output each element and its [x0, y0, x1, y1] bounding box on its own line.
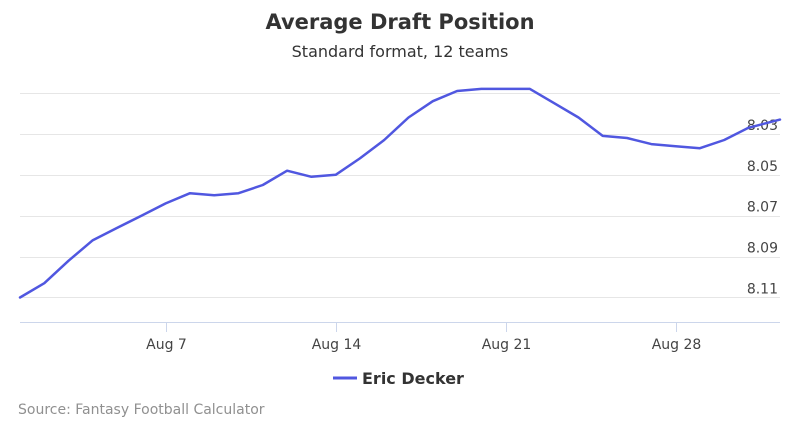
- chart-subtitle: Standard format, 12 teams: [291, 42, 509, 61]
- y-tick-label: 8.07: [747, 200, 778, 216]
- y-tick-label: 8.11: [747, 281, 778, 297]
- chart-credits[interactable]: Source: Fantasy Football Calculator: [18, 402, 265, 418]
- chart-title: Average Draft Position: [265, 10, 535, 34]
- legend[interactable]: Eric Decker: [333, 369, 464, 388]
- x-tick-label: Aug 21: [482, 337, 532, 353]
- x-tick-label: Aug 7: [146, 337, 187, 353]
- y-axis-ticks: 8.038.058.078.098.11: [747, 118, 778, 298]
- legend-label[interactable]: Eric Decker: [362, 369, 464, 388]
- x-axis: Aug 7 Aug 14 Aug 21 Aug 28: [20, 322, 780, 353]
- series-line[interactable]: [18, 87, 782, 299]
- x-tick-label: Aug 14: [312, 337, 362, 353]
- x-tick-label: Aug 28: [652, 337, 702, 353]
- y-tick-label: 8.09: [747, 241, 778, 257]
- grid-lines: [20, 93, 780, 298]
- y-tick-label: 8.05: [747, 159, 778, 175]
- series-group: [18, 87, 782, 299]
